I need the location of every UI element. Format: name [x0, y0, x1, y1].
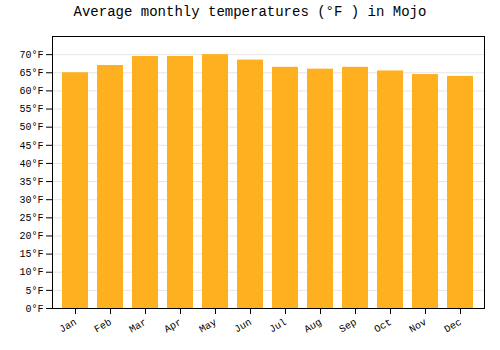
svg-text:65°F: 65°F — [19, 68, 43, 79]
svg-text:Mar: Mar — [127, 317, 148, 336]
svg-text:25°F: 25°F — [19, 213, 43, 224]
svg-text:60°F: 60°F — [19, 86, 43, 97]
svg-text:50°F: 50°F — [19, 122, 43, 133]
svg-text:Jan: Jan — [57, 317, 78, 336]
svg-text:15°F: 15°F — [19, 249, 43, 260]
svg-text:Apr: Apr — [162, 317, 183, 336]
svg-text:55°F: 55°F — [19, 104, 43, 115]
svg-text:45°F: 45°F — [19, 141, 43, 152]
svg-text:Dec: Dec — [442, 317, 463, 336]
svg-text:0°F: 0°F — [25, 304, 43, 315]
svg-text:5°F: 5°F — [25, 286, 43, 297]
svg-text:40°F: 40°F — [19, 159, 43, 170]
svg-text:Aug: Aug — [302, 317, 323, 336]
svg-text:May: May — [197, 317, 218, 336]
svg-text:20°F: 20°F — [19, 231, 43, 242]
svg-text:10°F: 10°F — [19, 267, 43, 278]
svg-text:Oct: Oct — [372, 317, 393, 336]
svg-text:Jul: Jul — [267, 317, 288, 336]
svg-text:30°F: 30°F — [19, 195, 43, 206]
svg-text:Sep: Sep — [337, 317, 358, 336]
html-text:Average monthly temperatures (: Average monthly temperatures (°F ) in Mo… — [73, 4, 427, 20]
svg-text:Feb: Feb — [92, 317, 113, 336]
svg-text:Nov: Nov — [407, 317, 428, 336]
svg-text:35°F: 35°F — [19, 177, 43, 188]
svg-text:70°F: 70°F — [19, 50, 43, 61]
svg-text:Jun: Jun — [232, 317, 253, 336]
